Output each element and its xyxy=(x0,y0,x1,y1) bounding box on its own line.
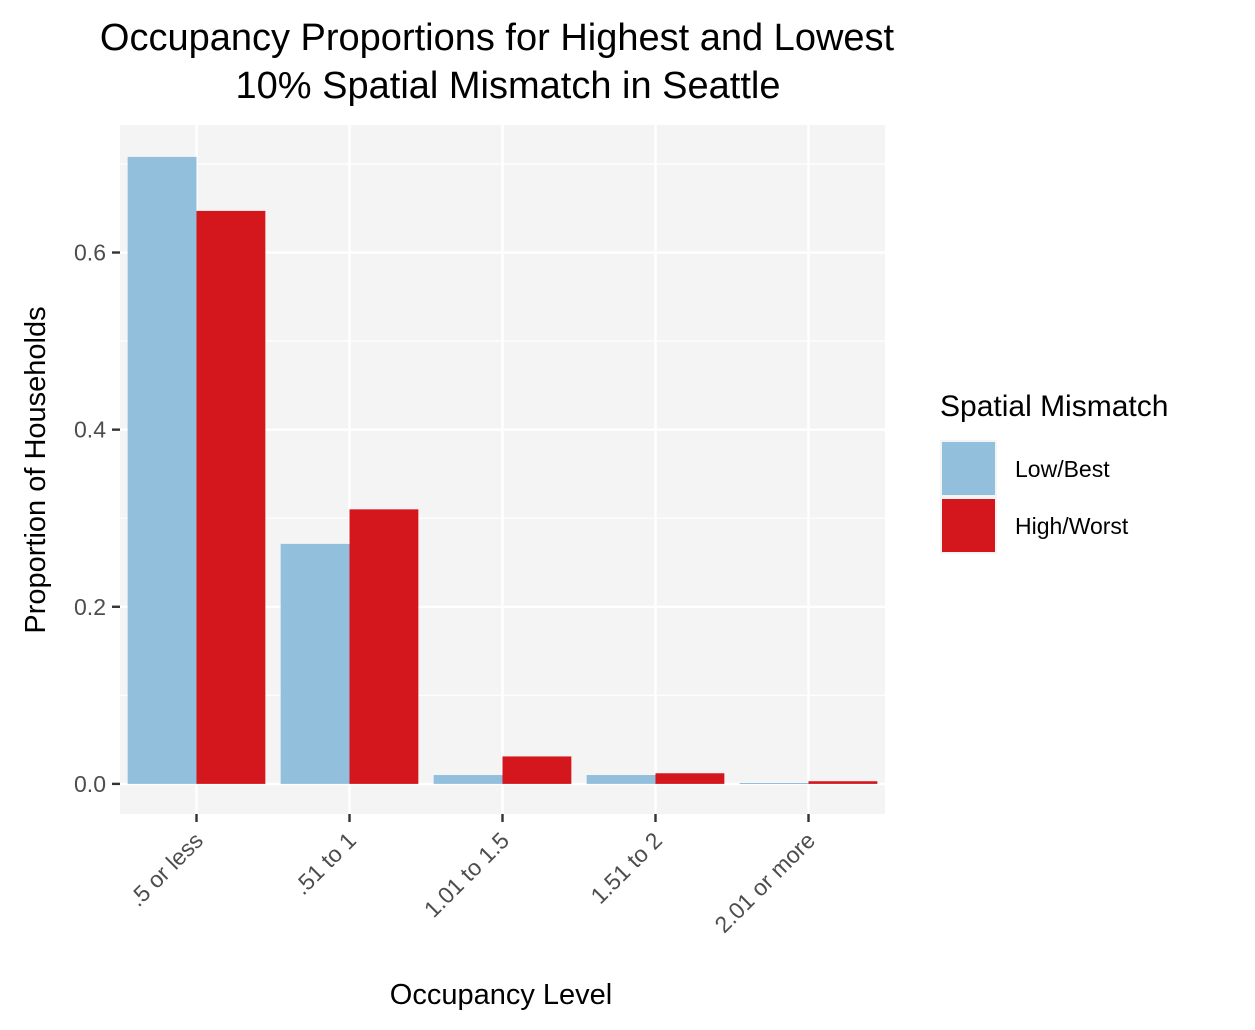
y-tick-label: 0.6 xyxy=(74,240,106,266)
bars xyxy=(127,156,878,785)
legend-label: High/Worst xyxy=(1015,513,1129,539)
legend: Spatial Mismatch Low/Best High/Worst xyxy=(940,390,1168,554)
legend-key-swatch xyxy=(942,499,995,552)
x-axis-title: Occupancy Level xyxy=(390,979,612,1011)
x-tick-label: .5 or less xyxy=(124,827,208,911)
y-tick-label: 0.0 xyxy=(74,771,106,797)
bar-low-best-0 xyxy=(127,156,197,784)
legend-label: Low/Best xyxy=(1015,456,1110,482)
y-axis-title: Proportion of Households xyxy=(20,306,52,633)
bar-high-worst-4 xyxy=(808,781,878,784)
x-tick-label: .51 to 1 xyxy=(288,827,361,900)
x-tick-label: 1.01 to 1.5 xyxy=(419,827,514,922)
legend-key-swatch xyxy=(942,442,995,495)
bar-high-worst-3 xyxy=(655,773,725,784)
bar-low-best-4 xyxy=(739,783,809,785)
x-tick-label: 2.01 or more xyxy=(709,827,820,938)
bar-high-worst-1 xyxy=(349,509,419,784)
x-axis: .5 or less .51 to 1 1.01 to 1.5 1.51 to 2 2.… xyxy=(124,814,820,938)
y-axis: 0.0 0.2 0.4 0.6 xyxy=(74,240,120,797)
legend-title: Spatial Mismatch xyxy=(940,390,1168,423)
x-tick-label: 1.51 to 2 xyxy=(585,827,667,909)
chart-title-line-1: Occupancy Proportions for Highest and Lo… xyxy=(100,17,895,59)
bar-low-best-1 xyxy=(280,543,350,784)
bar-high-worst-2 xyxy=(502,756,572,784)
chart-title-line-2: 10% Spatial Mismatch in Seattle xyxy=(236,65,781,107)
bar-low-best-2 xyxy=(433,775,503,784)
y-tick-label: 0.4 xyxy=(74,417,106,443)
bar-low-best-3 xyxy=(586,775,656,784)
y-tick-label: 0.2 xyxy=(74,594,106,620)
bar-high-worst-0 xyxy=(196,210,266,784)
